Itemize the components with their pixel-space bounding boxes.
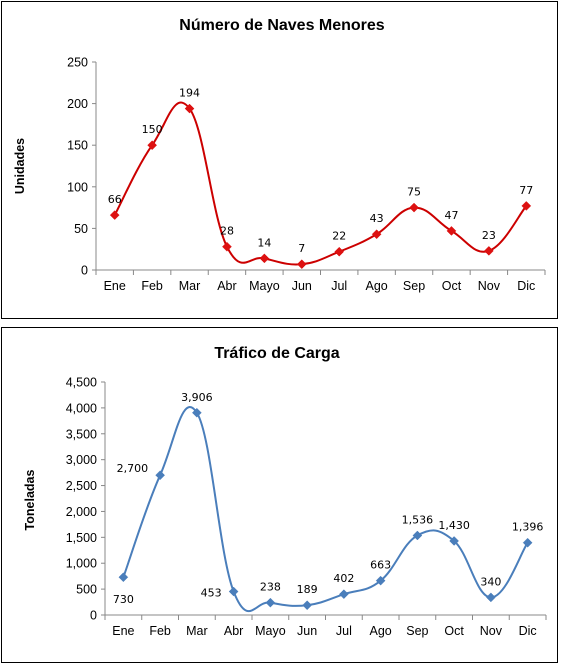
- x-tick-label: Ene: [104, 279, 126, 293]
- x-tick-label: Ago: [366, 279, 388, 293]
- data-label: 238: [260, 581, 281, 594]
- data-label: 150: [142, 123, 163, 136]
- x-tick-label: Jun: [292, 279, 312, 293]
- chart-panel-carga: Tráfico de Carga Toneladas 0 500 1,000 1,50…: [1, 327, 558, 663]
- data-label: 1,396: [512, 521, 544, 534]
- data-point-marker: [522, 537, 533, 548]
- data-point-marker: [222, 241, 232, 252]
- data-point-marker: [228, 586, 239, 597]
- y-tick-label: 4,500: [66, 376, 97, 390]
- data-label: 28: [220, 225, 234, 238]
- data-label: 730: [113, 593, 134, 606]
- y-axis-label: Toneladas: [23, 470, 37, 531]
- data-point-marker: [486, 592, 496, 603]
- y-tick-label: 0: [90, 609, 97, 623]
- x-tick-label: Mar: [186, 624, 208, 638]
- y-tick-label: 2,000: [66, 505, 97, 519]
- data-label: 663: [370, 559, 391, 572]
- data-point-marker: [155, 470, 165, 481]
- data-label: 23: [482, 229, 496, 242]
- data-label: 14: [257, 236, 271, 249]
- y-axis-label: Unidades: [13, 138, 27, 194]
- data-label: 43: [370, 212, 384, 225]
- data-label: 47: [444, 209, 458, 222]
- y-tick-label: 250: [67, 56, 88, 70]
- x-tick-label: Sep: [406, 624, 428, 638]
- chart-naves-menores: Número de Naves Menores Unidades 0 50 100 1…: [13, 17, 546, 293]
- data-point-marker: [334, 246, 345, 257]
- data-label: 340: [480, 575, 501, 588]
- data-point-marker: [118, 572, 129, 583]
- data-point-marker: [259, 253, 270, 264]
- y-tick-label: 200: [67, 97, 88, 111]
- y-tick-label: 4,000: [66, 401, 97, 415]
- data-point-marker: [409, 202, 419, 213]
- data-point-marker: [521, 201, 532, 211]
- x-tick-label: Jun: [297, 624, 317, 638]
- data-point-marker: [449, 536, 459, 546]
- data-label: 1,536: [402, 513, 434, 526]
- x-tick-label: Jul: [331, 279, 347, 293]
- x-tick-label: Ene: [112, 624, 134, 638]
- data-label: 194: [179, 87, 200, 100]
- data-label: 22: [332, 230, 346, 243]
- data-label: 402: [333, 572, 354, 585]
- data-label: 7: [298, 242, 305, 255]
- y-tick-label: 3,000: [66, 453, 97, 467]
- y-tick-label: 2,500: [66, 479, 97, 493]
- x-tick-label: Abr: [217, 279, 236, 293]
- y-tick-label: 500: [76, 583, 97, 597]
- x-tick-label: Nov: [478, 279, 501, 293]
- x-tick-label: Nov: [480, 624, 503, 638]
- data-label: 1,430: [438, 519, 470, 532]
- data-point-marker: [375, 575, 386, 586]
- x-tick-label: Jul: [336, 624, 352, 638]
- y-tick-label: 50: [74, 222, 88, 236]
- x-tick-label: Feb: [141, 279, 163, 293]
- x-tick-label: Feb: [149, 624, 171, 638]
- data-point-marker: [339, 589, 349, 600]
- data-label: 77: [519, 184, 533, 197]
- data-point-marker: [184, 103, 195, 114]
- y-tick-label: 1,000: [66, 557, 97, 571]
- data-label: 66: [108, 193, 122, 206]
- y-tick-label: 100: [67, 180, 88, 194]
- x-tick-label: Oct: [444, 624, 464, 638]
- x-tick-label: Ago: [370, 624, 392, 638]
- x-tick-label: Mayo: [255, 624, 286, 638]
- data-point-marker: [484, 246, 494, 256]
- data-point-marker: [147, 140, 157, 151]
- data-point-marker: [371, 229, 382, 240]
- y-tick-label: 150: [67, 139, 88, 153]
- chart-trafico-carga: Tráfico de Carga Toneladas 0 500 1,000 1,50…: [23, 345, 547, 638]
- data-point-marker: [109, 210, 120, 220]
- data-label: 75: [407, 186, 421, 199]
- x-tick-label: Mayo: [249, 279, 280, 293]
- x-tick-label: Sep: [403, 279, 425, 293]
- x-tick-label: Dic: [517, 279, 535, 293]
- y-tick-label: 1,500: [66, 531, 97, 545]
- x-tick-label: Abr: [224, 624, 243, 638]
- data-point-marker: [302, 600, 312, 611]
- data-point-marker: [192, 407, 202, 418]
- chart-title: Número de Naves Menores: [179, 17, 385, 34]
- data-label: 2,700: [117, 462, 149, 475]
- data-point-marker: [296, 259, 307, 270]
- y-tick-label: 0: [81, 264, 88, 278]
- data-label: 3,906: [181, 391, 213, 404]
- x-tick-label: Dic: [519, 624, 537, 638]
- series-line: [122, 406, 529, 613]
- chart-panel-naves: Número de Naves Menores Unidades 0 50 100 1…: [1, 1, 558, 319]
- data-point-marker: [446, 226, 457, 236]
- data-label: 189: [297, 583, 318, 596]
- x-tick-label: Oct: [442, 279, 462, 293]
- data-point-marker: [412, 530, 423, 541]
- chart-title: Tráfico de Carga: [214, 345, 339, 362]
- x-tick-label: Mar: [179, 279, 201, 293]
- series-line: [113, 101, 528, 266]
- data-label: 453: [201, 587, 222, 600]
- y-tick-label: 3,500: [66, 427, 97, 441]
- data-point-marker: [265, 597, 276, 608]
